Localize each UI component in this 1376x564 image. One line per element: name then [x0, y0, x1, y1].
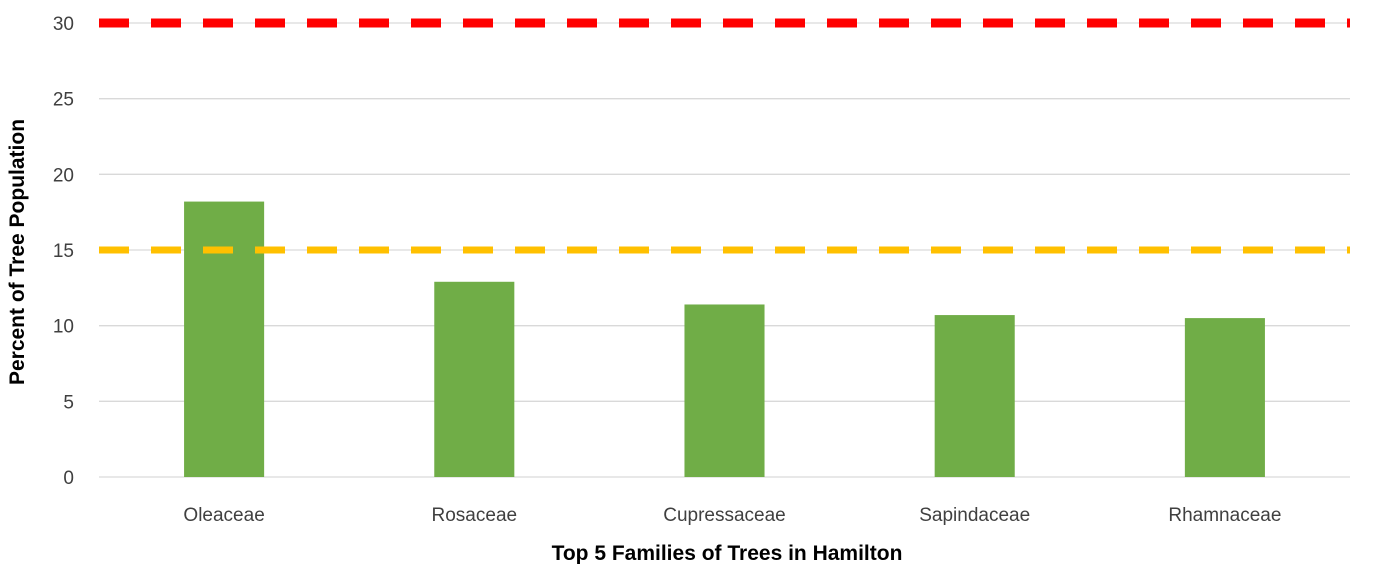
y-tick-label: 25 [53, 90, 74, 111]
reference-lines [99, 18, 1350, 254]
bar-rosaceae [434, 281, 515, 477]
x-tick-label: Cupressaceae [663, 505, 786, 526]
bar-oleaceae [184, 201, 265, 477]
bar-rhamnaceae [1184, 318, 1265, 477]
bar-cupressaceae [684, 304, 765, 477]
x-axis-ticks: Oleaceae Rosaceae Cupressaceae Sapindaceae R… [183, 505, 1281, 526]
y-axis-ticks: 0 5 10 15 20 25 30 [53, 14, 74, 489]
x-tick-label: Oleaceae [183, 505, 264, 526]
y-tick-label: 0 [63, 468, 74, 489]
y-tick-label: 10 [53, 317, 74, 338]
x-axis-title: Top 5 Families of Trees in Hamilton [552, 542, 903, 564]
y-tick-label: 15 [53, 241, 74, 262]
x-tick-label: Sapindaceae [919, 505, 1030, 526]
y-tick-label: 30 [53, 14, 74, 35]
bar-sapindaceae [934, 315, 1015, 477]
y-tick-label: 20 [53, 165, 74, 186]
x-tick-label: Rosaceae [432, 505, 518, 526]
x-tick-label: Rhamnaceae [1168, 505, 1281, 526]
y-axis-title: Percent of Tree Population [6, 119, 29, 385]
y-tick-label: 5 [63, 392, 74, 413]
bars [184, 201, 1265, 477]
